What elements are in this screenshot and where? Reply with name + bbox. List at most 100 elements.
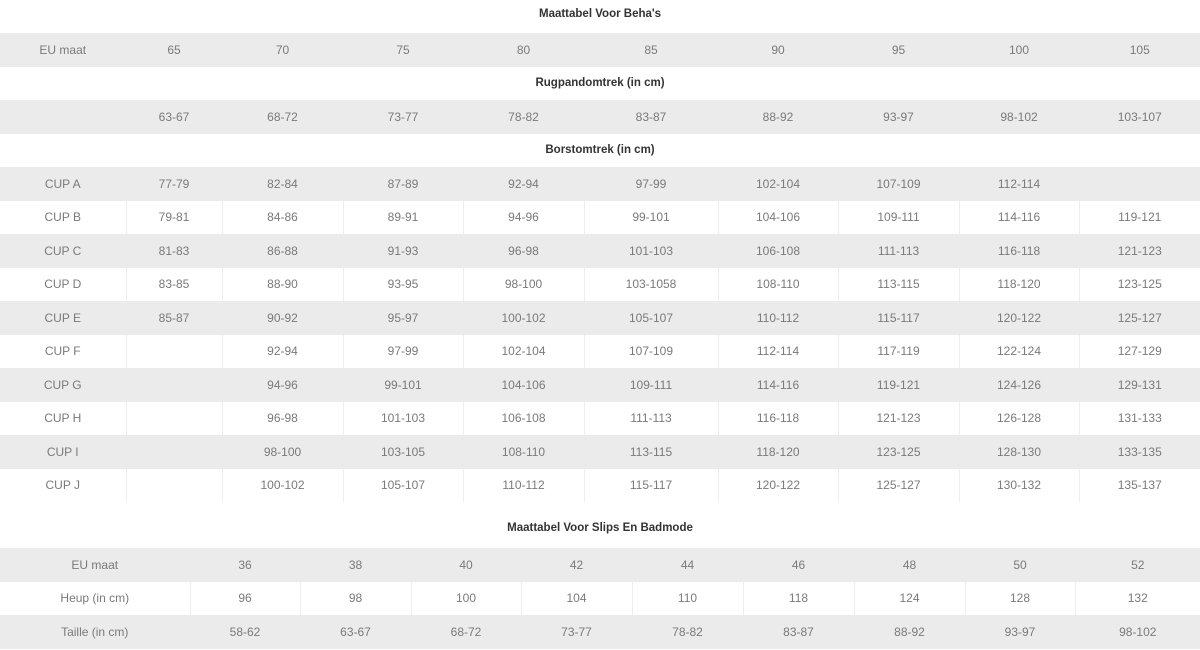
table-cell: 114-116 [958,200,1079,234]
table-cell: 93-95 [342,267,463,301]
row-label: Taille (in cm) [0,615,190,649]
table-cell: 119-121 [837,368,959,402]
table-cell: 110-112 [717,301,838,335]
bra-table-title: Maattabel Voor Beha's [538,8,662,20]
band-size-row: 63-67 68-72 73-77 78-82 83-87 88-92 93-97 98-10… [0,100,1200,134]
table-cell: 95-97 [342,301,463,335]
table-cell: 90-92 [221,301,343,335]
table-cell: 83-87 [742,615,854,649]
table-cell [125,468,222,502]
table-cell: 93-97 [964,615,1075,649]
table-cell: 86-88 [221,234,343,268]
table-cell: 111-113 [583,401,718,435]
table-cell: 107-109 [837,167,959,201]
table-cell: 130-132 [958,468,1079,502]
table-cell: 93-97 [837,100,959,134]
row-label: CUP B [44,210,81,225]
cup-row: CUP A 77-79 82-84 87-89 92-94 97-99 102-104 107… [0,167,1200,201]
table-cell: 114-116 [717,368,838,402]
briefs-size-table: EU maat 36 38 40 42 44 46 48 50 52 Heup (in cm) 96 9… [0,548,1200,649]
table-cell: 124-126 [958,368,1079,402]
table-cell: 135-137 [1078,468,1200,502]
table-cell: 126-128 [958,401,1079,435]
table-cell: 102-104 [717,167,838,201]
table-cell: 83-85 [125,267,222,301]
table-cell: 104-106 [462,368,584,402]
table-cell: 108-110 [717,267,838,301]
table-cell: 116-118 [958,234,1079,268]
row-label: CUP H [44,411,82,426]
table-cell: 103-107 [1078,100,1200,134]
table-cell: 99-101 [342,368,463,402]
table-cell: 38 [299,548,411,582]
table-cell: 103-1058 [583,267,718,301]
table-cell: 110-112 [462,468,584,502]
table-cell: 88-92 [853,615,965,649]
table-cell: 98-100 [221,435,343,469]
cup-row: CUP G 94-96 99-101 104-106 109-111 114-116 119… [0,368,1200,402]
bra-size-table: EU maat 65 70 75 80 85 90 95 100 105 Rugpandomtrek… [0,33,1200,502]
table-cell: 100-102 [221,468,343,502]
table-cell: 112-114 [958,167,1079,201]
table-cell [1078,167,1200,201]
table-cell: 85-87 [125,301,222,335]
cup-row: CUP J 100-102 105-107 110-112 115-117 120-122… [0,468,1200,502]
table-cell: 121-123 [837,401,959,435]
table-cell: 94-96 [462,200,584,234]
table-cell: 120-122 [717,468,838,502]
table-cell: 42 [520,548,632,582]
table-cell: 119-121 [1078,200,1200,234]
cup-row: CUP E 85-87 90-92 95-97 100-102 105-107 110-11… [0,301,1200,335]
table-cell: 89-91 [342,200,463,234]
row-label: CUP C [0,234,126,268]
table-cell [125,435,222,469]
table-cell: 85 [583,33,718,67]
row-label: CUP D [44,277,82,292]
row-label: CUP A [0,167,126,201]
row-label: EU maat [0,548,190,582]
briefs-row: EU maat 36 38 40 42 44 46 48 50 52 [0,548,1200,582]
row-label [0,100,126,134]
cup-row: CUP H 96-98 101-103 106-108 111-113 116-118 12… [0,401,1200,435]
table-cell: 96-98 [221,401,343,435]
table-cell: 108-110 [462,435,584,469]
table-cell: 36 [189,548,300,582]
table-cell: 95 [837,33,959,67]
table-cell: 63-67 [299,615,411,649]
table-cell: 92-94 [221,334,343,368]
cup-row: CUP B 79-81 84-86 89-91 94-96 99-101 104-106 10… [0,200,1200,234]
table-cell: 125-127 [837,468,959,502]
table-cell: 107-109 [583,334,718,368]
table-cell: 75 [342,33,463,67]
row-label: CUP E [0,301,126,335]
table-cell: 121-123 [1078,234,1200,268]
table-cell: 98-102 [1074,615,1200,649]
table-cell: 102-104 [462,334,584,368]
table-cell: 83-87 [583,100,718,134]
table-cell [125,334,222,368]
table-cell: 50 [964,548,1075,582]
eu-size-row: EU maat 65 70 75 80 85 90 95 100 105 [0,33,1200,67]
row-label: EU maat [0,33,126,67]
table-cell: 127-129 [1078,334,1200,368]
briefs-table-title: Maattabel Voor Slips En Badmode [507,522,693,534]
table-cell: 68-72 [221,100,343,134]
table-cell: 115-117 [583,468,718,502]
table-cell: 63-67 [125,100,222,134]
section-heading: Borstomtrek (in cm) [545,144,655,157]
table-cell: 129-131 [1078,368,1200,402]
table-cell: 70 [221,33,343,67]
table-cell: 115-117 [837,301,959,335]
table-cell: 94-96 [221,368,343,402]
table-cell: 123-125 [1078,267,1200,301]
table-cell: 78-82 [631,615,743,649]
table-cell: 68-72 [410,615,521,649]
table-cell: 132 [1074,581,1200,615]
row-label: CUP J [45,478,80,493]
cup-row: CUP I 98-100 103-105 108-110 113-115 118-120 1… [0,435,1200,469]
table-cell: 91-93 [342,234,463,268]
table-cell: 44 [631,548,743,582]
table-cell: 97-99 [342,334,463,368]
table-cell: 80 [462,33,584,67]
table-cell [125,401,222,435]
